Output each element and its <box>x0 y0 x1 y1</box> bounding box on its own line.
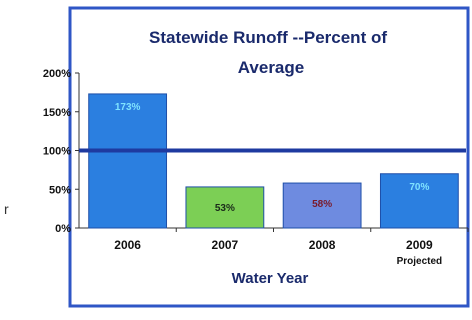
chart-title-line-1: Statewide Runoff --Percent of <box>149 28 387 47</box>
data-label: 70% <box>409 182 429 193</box>
y-tick-label: 150% <box>43 107 71 119</box>
y-tick-label: 0% <box>55 223 71 235</box>
data-label: 53% <box>215 203 235 214</box>
x-tick-sublabel: Projected <box>397 256 443 267</box>
x-tick-label: 2006 <box>114 238 141 252</box>
bar-2006 <box>88 93 168 229</box>
bar-layer <box>88 93 459 229</box>
bar-2009 <box>379 173 459 229</box>
label-layer: 173% 2006 53% 2007 58% 2008 70% 2009 Projected <box>114 102 442 267</box>
x-tick-label: 2008 <box>309 238 336 252</box>
bar-2008 <box>282 182 362 229</box>
x-tick-label: 2007 <box>212 238 239 252</box>
chart-title-line-2: Average <box>238 58 304 77</box>
y-tick-label: 200% <box>43 68 71 80</box>
y-tick-label: 50% <box>49 184 71 196</box>
edge-text-fragment: r <box>4 201 9 217</box>
y-tick-label: 100% <box>43 146 71 158</box>
data-label: 173% <box>115 102 141 113</box>
data-label: 58% <box>312 199 332 210</box>
bar-2007 <box>185 186 265 229</box>
x-axis-title: Water Year <box>232 270 309 287</box>
x-tick-label: 2009 <box>406 238 433 252</box>
